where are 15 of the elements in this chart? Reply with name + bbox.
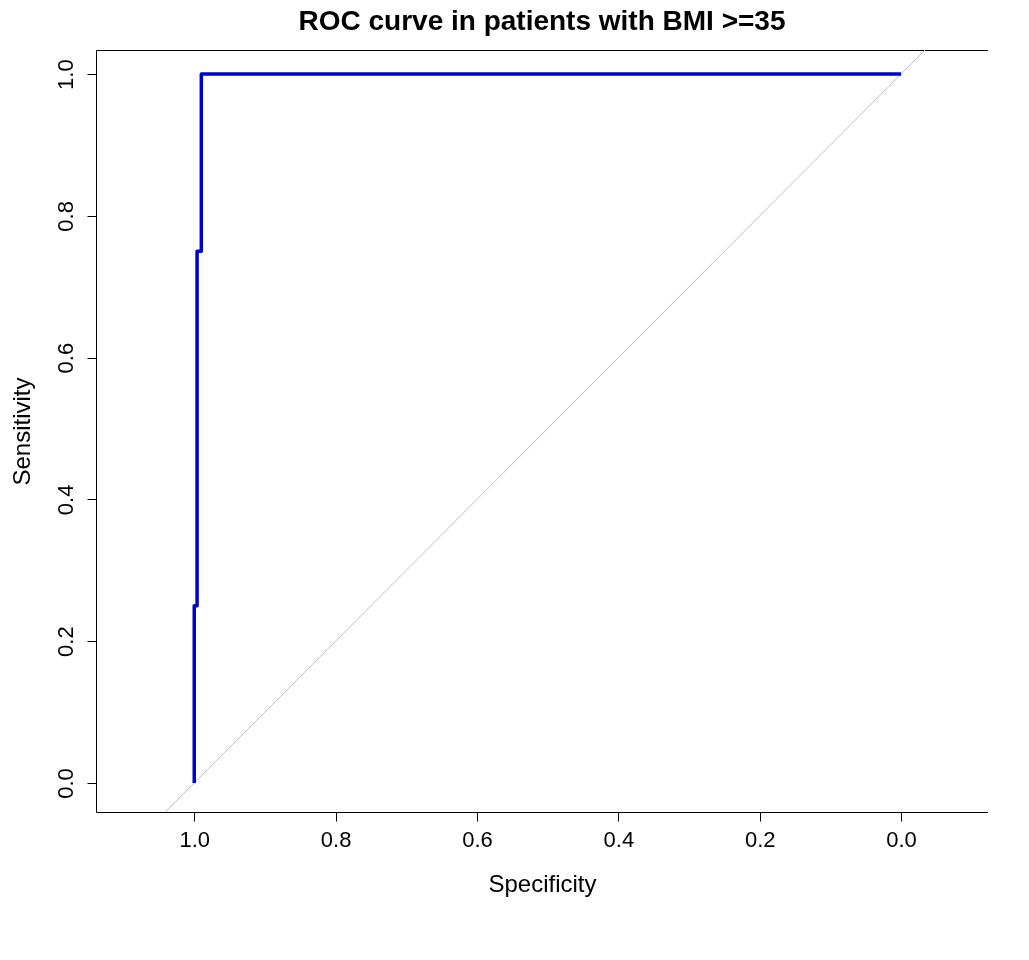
y-axis-title: Sensitivity <box>7 377 35 486</box>
y-tick-label: 0.2 <box>52 626 78 657</box>
y-tick-label: 0.4 <box>52 484 78 516</box>
x-tick-label: 1.0 <box>179 826 211 852</box>
y-tick-label: 0.8 <box>52 201 78 232</box>
x-tick-label: 0.2 <box>744 826 776 852</box>
x-axis-title: Specificity <box>488 869 597 897</box>
x-tick-label: 0.0 <box>886 826 917 852</box>
x-tick-label: 0.6 <box>462 826 493 852</box>
chart-title: ROC curve in patients with BMI >=35 <box>298 5 786 36</box>
y-tick-label: 1.0 <box>52 59 78 90</box>
x-tick-label: 0.4 <box>603 826 635 852</box>
y-tick-label: 0.6 <box>52 342 78 374</box>
x-tick-label: 0.8 <box>320 826 352 852</box>
y-tick-label: 0.0 <box>52 768 78 799</box>
